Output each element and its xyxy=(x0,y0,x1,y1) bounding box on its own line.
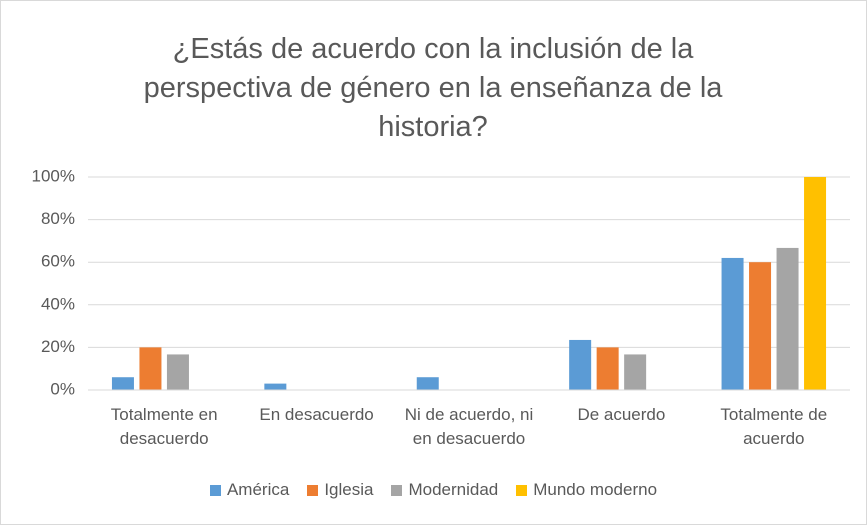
legend-swatch xyxy=(307,484,319,496)
bar xyxy=(804,177,827,390)
y-tick-label: 20% xyxy=(41,337,75,356)
y-tick-label: 60% xyxy=(41,252,75,271)
bar xyxy=(569,339,592,390)
legend-item: Modernidad xyxy=(391,480,498,500)
legend-swatch xyxy=(209,484,221,496)
x-tick-label: De acuerdo xyxy=(577,405,666,424)
legend: América Iglesia Modernidad Mundo moderno xyxy=(0,480,867,500)
legend-swatch xyxy=(516,484,528,496)
y-tick-label: 0% xyxy=(50,379,75,398)
y-tick-label: 100% xyxy=(32,166,75,185)
x-tick-label: Ni de acuerdo, ni en desacuerdo xyxy=(404,405,534,448)
bar xyxy=(596,347,619,390)
x-tick-label: En desacuerdo xyxy=(259,405,374,424)
legend-label: Modernidad xyxy=(408,480,499,499)
bar xyxy=(139,347,162,390)
x-tick-label: Totalmente en desacuerdo xyxy=(110,405,218,448)
bar xyxy=(749,262,772,390)
y-tick-label: 40% xyxy=(41,294,75,313)
legend-item: Iglesia xyxy=(307,480,373,500)
x-tick-label: Totalmente de acuerdo xyxy=(720,405,828,448)
legend-swatch xyxy=(391,484,403,496)
legend-label: América xyxy=(226,480,290,499)
legend-label: Mundo moderno xyxy=(533,480,658,499)
bar xyxy=(721,257,744,390)
bar xyxy=(264,383,287,390)
bar xyxy=(166,354,189,390)
bar xyxy=(111,377,134,390)
legend-item: América xyxy=(209,480,290,500)
legend-item: Mundo moderno xyxy=(516,480,657,500)
chart-title: ¿Estás de acuerdo con la inclusión de la… xyxy=(143,33,723,143)
legend-label: Iglesia xyxy=(324,480,374,499)
bar xyxy=(624,354,647,390)
bar xyxy=(776,247,799,390)
bar xyxy=(416,377,439,390)
y-tick-label: 80% xyxy=(41,209,75,228)
